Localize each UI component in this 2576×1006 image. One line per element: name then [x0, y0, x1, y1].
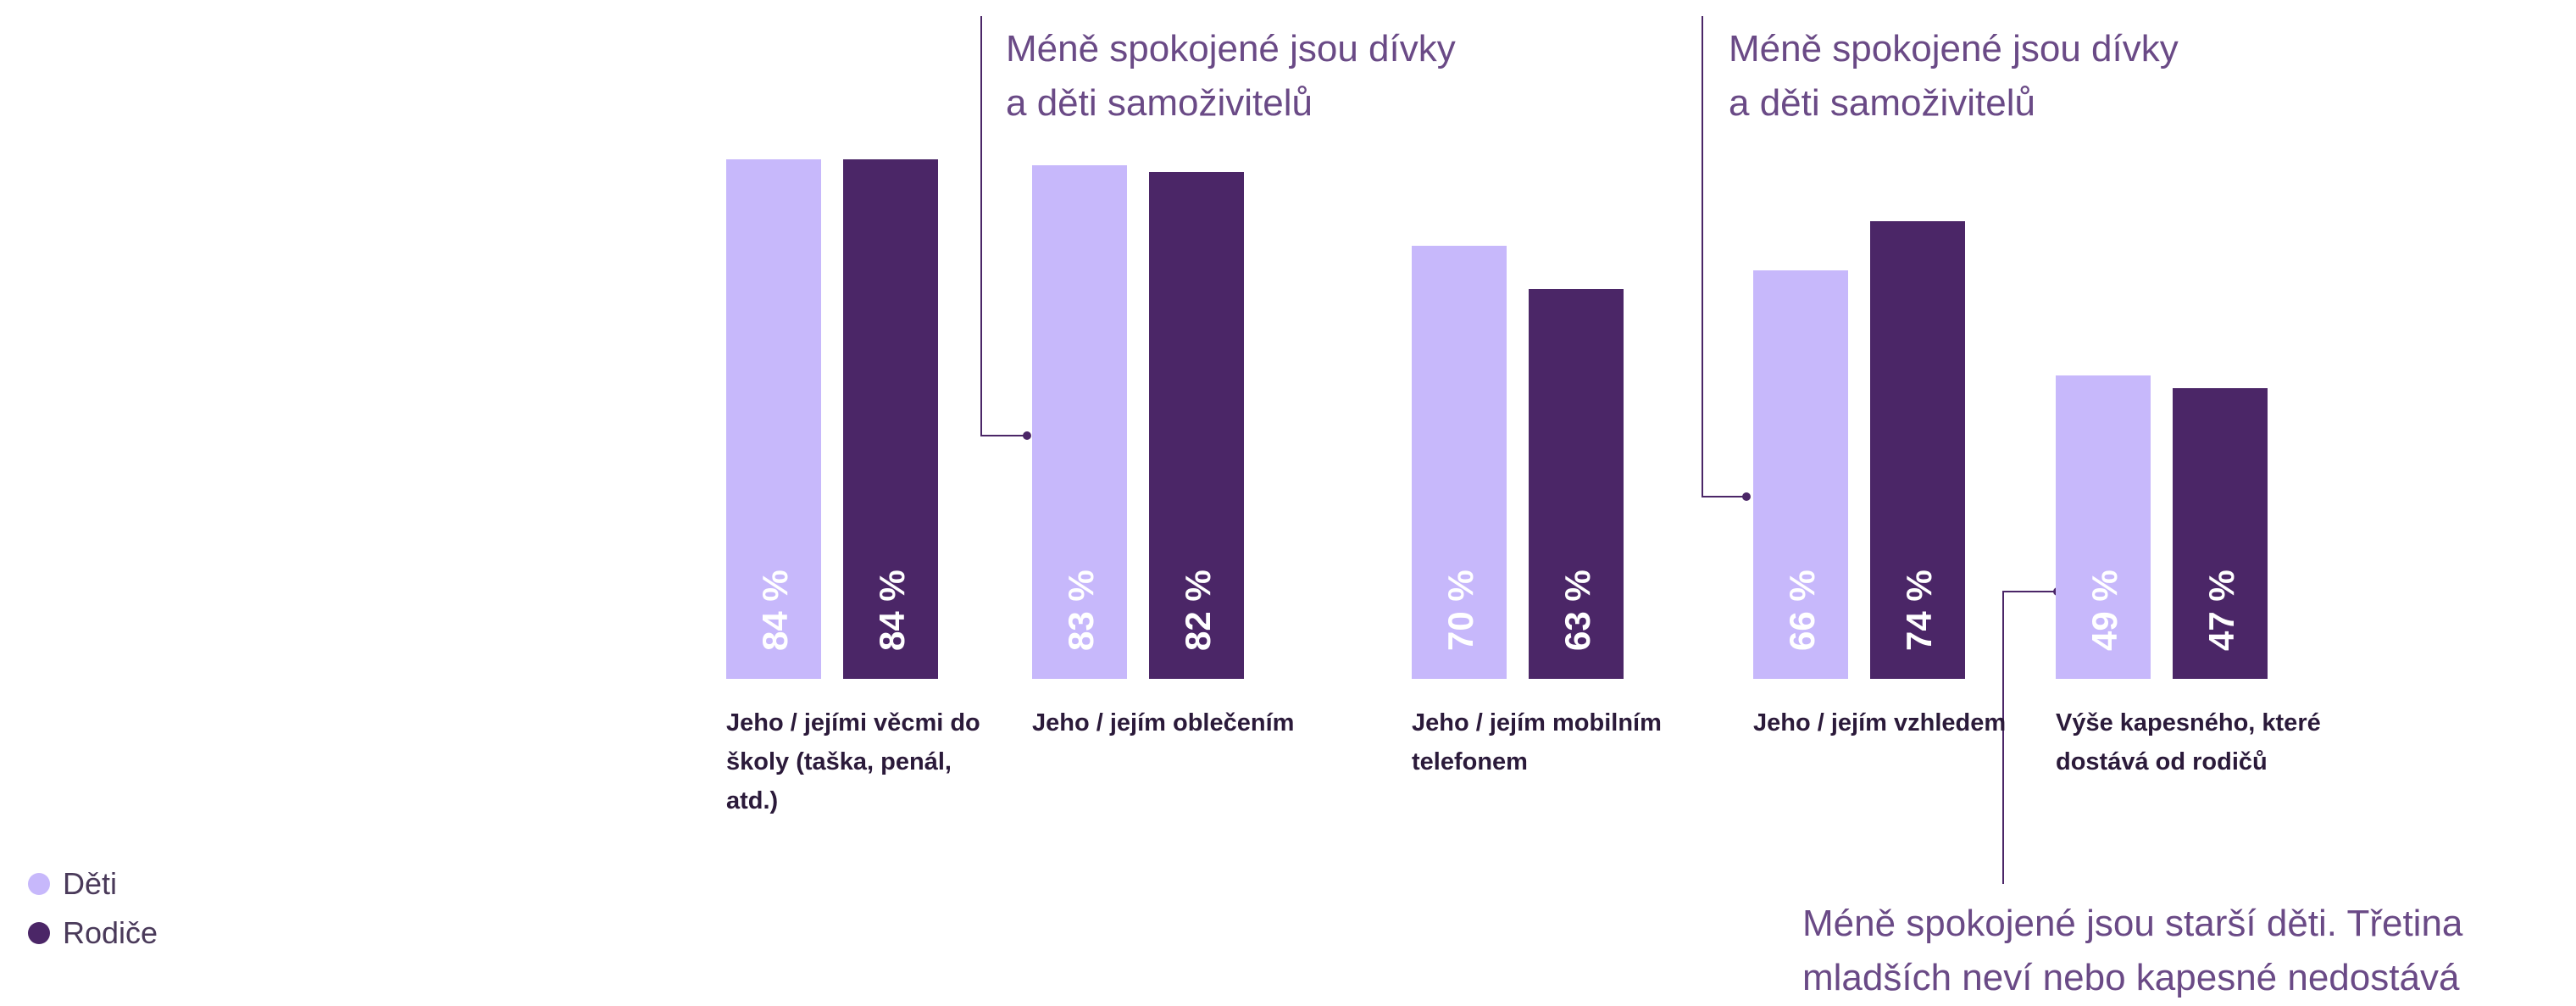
value-label: 74 % — [1899, 570, 1939, 651]
category-label: Jeho / jejím vzhledem — [1753, 709, 2007, 736]
value-label: 84 % — [755, 570, 795, 651]
category-label: Jeho / jejími věcmi do školy (taška, pen… — [726, 709, 980, 814]
value-label: 82 % — [1178, 570, 1218, 651]
annotation: mladších neví nebo kapesné nedostává — [1802, 957, 2460, 998]
annotation: Méně spokojené jsou dívky — [1006, 28, 1456, 69]
bar — [843, 159, 938, 679]
legend-label: Rodiče — [63, 915, 158, 950]
bar — [1149, 171, 1244, 679]
category-label: Jeho / jejím oblečením — [1032, 709, 1295, 736]
legend-marker — [28, 922, 50, 944]
bar — [2173, 388, 2268, 679]
legend-marker — [28, 873, 50, 895]
connector — [1702, 16, 1746, 497]
annotation: Méně spokojené jsou dívky — [1729, 28, 2179, 69]
value-label: 70 % — [1441, 570, 1480, 651]
connector-dot — [1023, 431, 1031, 440]
annotation: a děti samoživitelů — [1729, 82, 2035, 124]
value-label: 47 % — [2201, 570, 2241, 651]
bar — [1032, 165, 1127, 679]
connector — [2002, 591, 2057, 884]
bar — [1753, 270, 1848, 679]
legend-label: Děti — [63, 866, 118, 901]
connector — [980, 16, 1027, 436]
annotation: Méně spokojené jsou starší děti. Třetina — [1802, 903, 2463, 944]
bar — [1412, 246, 1507, 679]
bar — [726, 159, 821, 679]
category-label: Výše kapesného, které dostává od rodičů — [2056, 709, 2321, 775]
bar — [2056, 375, 2151, 679]
annotation: a děti samoživitelů — [1006, 82, 1313, 124]
bar — [1529, 289, 1624, 679]
value-label: 49 % — [2085, 570, 2124, 651]
value-label: 66 % — [1782, 570, 1822, 651]
connector-dot — [1742, 492, 1751, 501]
value-label: 63 % — [1557, 570, 1597, 651]
category-label: Jeho / jejím mobilním telefonem — [1412, 709, 1662, 775]
bar — [1870, 220, 1965, 679]
value-label: 83 % — [1061, 570, 1101, 651]
value-label: 84 % — [872, 570, 912, 651]
